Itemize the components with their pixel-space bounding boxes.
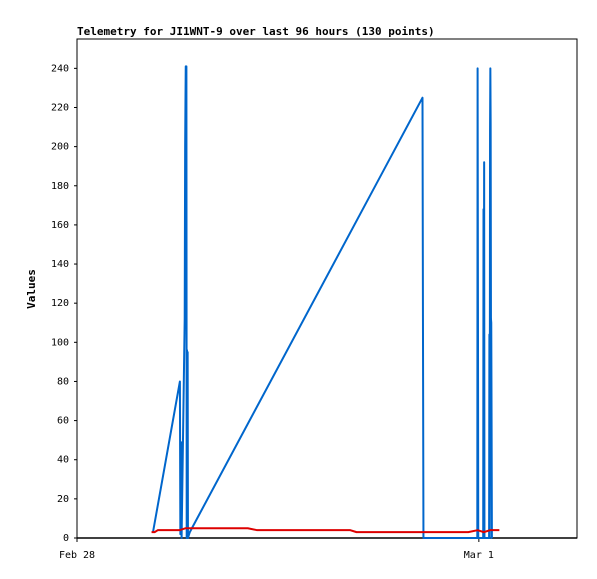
y-tick-label: 200: [51, 142, 69, 153]
plot-area-frame: [76, 38, 578, 539]
series-line-blue: [152, 65, 493, 539]
y-tick-label: 140: [51, 259, 69, 270]
y-tick-label: 80: [57, 376, 69, 387]
y-axis: 0 20 40 60 80 100 120 140 160 180 200 220 240: [51, 63, 77, 544]
y-tick-label: 20: [57, 494, 69, 505]
y-tick-label: 180: [51, 181, 69, 192]
y-axis-label: Values: [25, 269, 38, 309]
series-layer: [151, 65, 500, 539]
y-tick-label: 240: [51, 63, 69, 74]
y-tick-label: 120: [51, 298, 69, 309]
series-line-red: [151, 527, 500, 534]
y-tick-label: 0: [63, 533, 69, 544]
x-tick-label: Mar 1: [464, 550, 494, 561]
x-tick-label: Feb 28: [59, 550, 95, 561]
y-tick-label: 220: [51, 102, 69, 113]
y-tick-label: 40: [57, 455, 69, 466]
y-tick-label: 100: [51, 337, 69, 348]
chart-title: Telemetry for JI1WNT-9 over last 96 hour…: [77, 25, 435, 38]
y-tick-label: 60: [57, 416, 69, 427]
y-tick-label: 160: [51, 220, 69, 231]
